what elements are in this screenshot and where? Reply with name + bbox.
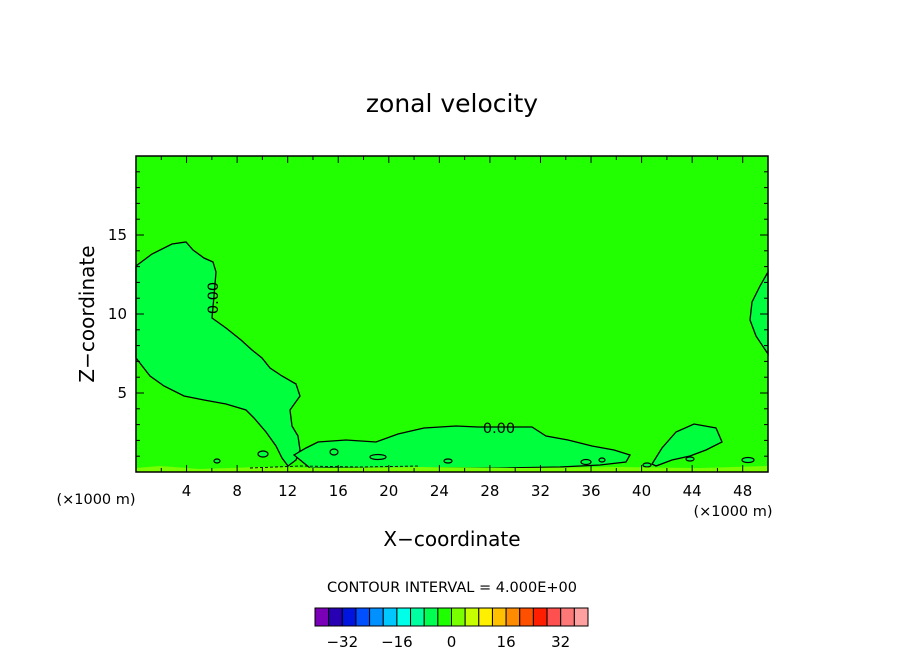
contour-cell — [257, 450, 269, 458]
x-tick-label: 44 — [683, 482, 702, 500]
contour-cell — [580, 458, 592, 466]
colorbar-swatch — [491, 607, 507, 627]
colorbar-swatch — [464, 607, 480, 627]
colorbar-swatch — [382, 607, 398, 627]
dashed-contour — [249, 465, 421, 469]
contour-regions — [135, 241, 769, 472]
colorbar-label: −32 — [326, 633, 358, 651]
colorbar-swatch — [451, 607, 466, 627]
contour-cell — [329, 448, 339, 456]
x-axis-label: X−coordinate — [383, 527, 520, 551]
colorbar-swatch — [519, 607, 534, 627]
colorbar-swatch — [546, 607, 562, 627]
colorbar-swatch — [328, 607, 343, 627]
contour-region — [135, 241, 301, 467]
colorbar-label: 16 — [497, 633, 516, 651]
colorbar-label: −16 — [381, 633, 413, 651]
y-tick-label: 10 — [108, 305, 127, 323]
chart-title: zonal velocity — [366, 89, 538, 118]
x-tick-label: 24 — [430, 482, 449, 500]
y-tick-label: 15 — [108, 226, 127, 244]
colorbar-swatch — [341, 607, 357, 627]
colorbar-swatch — [437, 607, 453, 627]
colorbar-swatch — [573, 607, 589, 627]
colorbar-swatch — [478, 607, 493, 627]
contour-interval-text: CONTOUR INTERVAL = 4.000E+00 — [327, 580, 577, 596]
contour-cell — [685, 456, 695, 462]
boundary-band — [136, 466, 768, 472]
x-tick-label: 12 — [278, 482, 297, 500]
colorbar-swatch — [314, 607, 330, 627]
x-tick-label: 36 — [581, 482, 600, 500]
colorbar-swatch — [410, 607, 425, 627]
x-unit-right: (×1000 m) — [693, 504, 772, 520]
contour-cell — [741, 456, 755, 464]
colorbar-swatch — [505, 607, 521, 627]
colorbar-labels: −32 −16 0 16 32 — [326, 633, 570, 651]
y-tick-label: 5 — [117, 384, 127, 402]
y-axis-ticks: 5 10 15 — [108, 171, 768, 457]
colorbar-label: 0 — [447, 633, 457, 651]
x-tick-label: 28 — [480, 482, 499, 500]
x-tick-label: 32 — [531, 482, 550, 500]
contour-cell — [642, 462, 652, 468]
x-unit-left: (×1000 m) — [56, 492, 135, 508]
colorbar-swatch — [396, 607, 412, 627]
contour-cell — [598, 457, 606, 463]
x-tick-label: 8 — [232, 482, 242, 500]
contour-label: 0.00 — [206, 282, 222, 314]
x-tick-label: 40 — [632, 482, 651, 500]
colorbar-swatch — [423, 607, 439, 627]
x-tick-label: 20 — [379, 482, 398, 500]
contour-region — [651, 423, 723, 467]
plot-background — [136, 156, 768, 472]
contour-cell — [369, 453, 387, 461]
contour-cell — [443, 458, 453, 464]
contour-cell — [213, 458, 221, 464]
colorbar-swatch — [560, 607, 575, 627]
x-tick-label: 48 — [733, 482, 752, 500]
x-tick-label: 4 — [182, 482, 192, 500]
x-axis-ticks: 4 8 12 16 20 24 28 32 36 40 44 48 — [160, 156, 752, 500]
colorbar-label: 32 — [551, 633, 570, 651]
y-axis-label: Z−coordinate — [75, 245, 99, 382]
colorbar — [314, 607, 589, 627]
x-tick-label: 16 — [329, 482, 348, 500]
contour-label: 0.00 — [483, 421, 515, 437]
colorbar-swatch — [369, 607, 384, 627]
colorbar-swatch — [355, 607, 371, 627]
colorbar-swatch — [532, 607, 548, 627]
